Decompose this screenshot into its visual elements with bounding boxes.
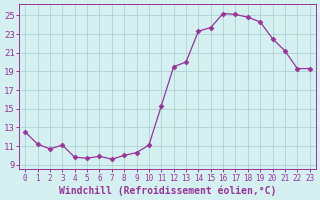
X-axis label: Windchill (Refroidissement éolien,°C): Windchill (Refroidissement éolien,°C) bbox=[59, 185, 276, 196]
